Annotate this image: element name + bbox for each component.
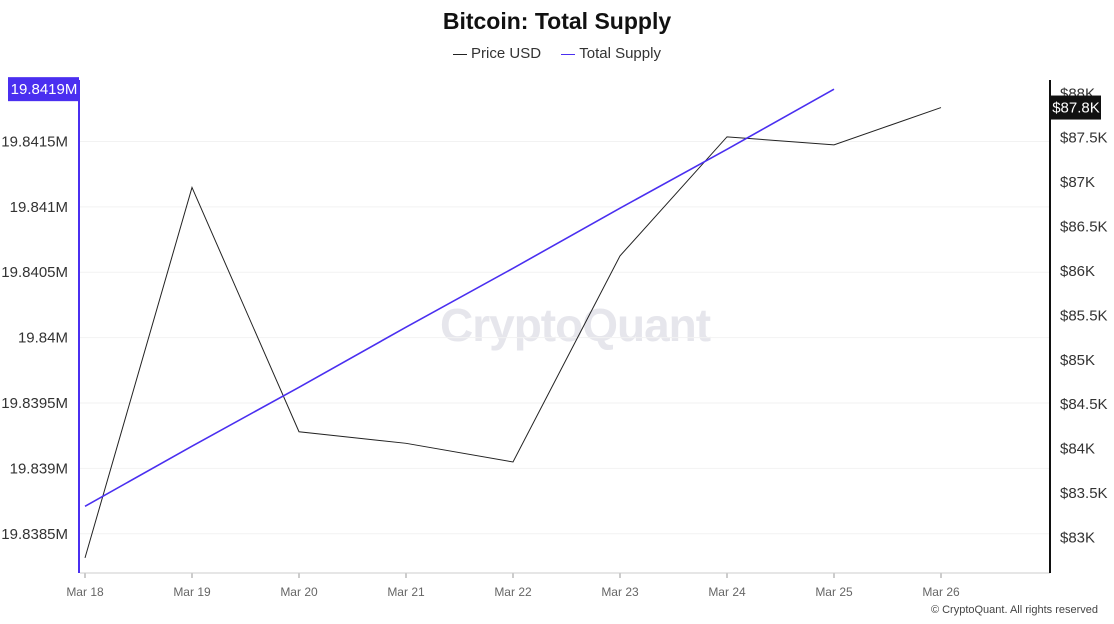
left-highlight-box [8, 77, 79, 102]
right-highlight-label: $87.8K [1052, 100, 1100, 117]
x-tick-label: Mar 19 [173, 585, 211, 599]
legend-swatch-price [453, 53, 468, 55]
right-tick-label: $86.5K [1060, 219, 1108, 236]
x-tick-label: Mar 26 [922, 585, 960, 599]
series-line-total-supply [84, 88, 835, 508]
chart-title: Bitcoin: Total Supply [442, 8, 672, 34]
legend-item-supply[interactable]: Total Supply [561, 45, 661, 62]
left-tick-label: 19.841M [10, 199, 68, 216]
left-tick-label: 19.8405M [1, 264, 68, 281]
right-tick-label: $86K [1060, 263, 1095, 280]
series-line-price-usd [84, 107, 942, 559]
x-tick-label: Mar 23 [601, 585, 639, 599]
right-highlight-box [1051, 95, 1101, 120]
left-tick-label: 19.8395M [1, 395, 68, 412]
x-tick-label: Mar 21 [387, 585, 425, 599]
x-tick-label: Mar 24 [708, 585, 746, 599]
right-tick-label: $85.5K [1060, 307, 1108, 324]
right-tick-label: $84K [1060, 441, 1095, 458]
right-tick-label: $83.5K [1060, 485, 1108, 502]
left-tick-label: 19.839M [10, 460, 68, 477]
legend-label: Price USD [471, 45, 542, 62]
right-tick-label: $84.5K [1060, 396, 1108, 413]
x-tick-label: Mar 22 [494, 585, 532, 599]
left-tick-label: 19.8415M [1, 133, 68, 150]
left-highlight-label: 19.8419M [11, 81, 78, 98]
left-tick-label: 19.8385M [1, 526, 68, 543]
x-tick-label: Mar 20 [280, 585, 318, 599]
right-tick-label: $83K [1060, 529, 1095, 546]
legend-label: Total Supply [579, 45, 661, 62]
left-tick-label: 19.84M [18, 330, 68, 347]
right-tick-label: $85K [1060, 352, 1095, 369]
right-tick-label: $87.5K [1060, 130, 1108, 147]
x-tick-label: Mar 18 [66, 585, 104, 599]
copyright: © CryptoQuant. All rights reserved [930, 604, 1098, 616]
legend-swatch-supply [561, 53, 576, 55]
legend-item-price[interactable]: Price USD [453, 45, 541, 62]
right-tick-label: $87K [1060, 174, 1095, 191]
x-tick-label: Mar 25 [815, 585, 853, 599]
legend: Price USD Total Supply [0, 45, 1114, 62]
